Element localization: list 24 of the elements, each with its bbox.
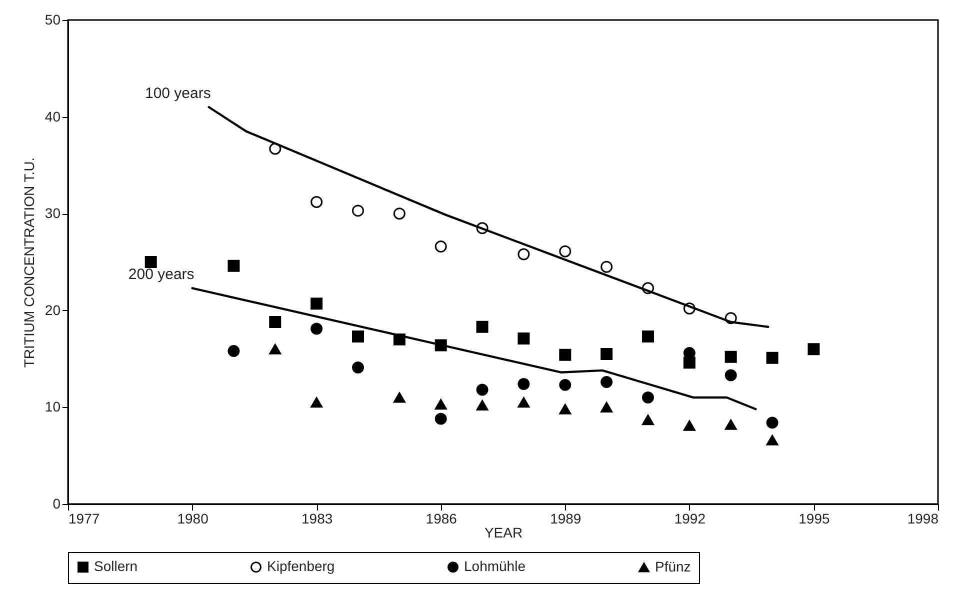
series-label: 200 years <box>128 266 194 284</box>
legend-label: Lohmühle <box>464 558 526 574</box>
y-tick-label: 50 <box>44 12 61 28</box>
y-tick-label: 30 <box>44 205 61 222</box>
x-tick-label: 1992 <box>674 510 706 526</box>
x-tick-label: 1977 <box>68 510 100 526</box>
line-series <box>208 106 770 328</box>
legend-label: Kipfenberg <box>267 558 335 574</box>
x-tick-label: 1989 <box>550 510 582 526</box>
x-tick-label: 1995 <box>798 510 830 526</box>
legend-label: Sollern <box>94 558 138 574</box>
series-label: 100 years <box>144 85 211 102</box>
y-axis-title: TRITIUM CONCENTRATION T.U. <box>20 157 37 368</box>
y-tick-label: 40 <box>44 108 61 124</box>
x-tick-label: 1986 <box>426 510 458 526</box>
x-tick-label: 1983 <box>301 510 333 526</box>
y-tick-label: 20 <box>44 302 61 318</box>
y-tick-label: 0 <box>52 496 61 512</box>
x-tick-label: 1980 <box>177 510 209 526</box>
line-series <box>191 287 757 410</box>
x-axis-title: YEAR <box>484 524 523 540</box>
y-tick-label: 10 <box>44 398 61 415</box>
legend-label: Pfünz <box>655 558 691 574</box>
x-tick-label: 1998 <box>907 510 939 526</box>
